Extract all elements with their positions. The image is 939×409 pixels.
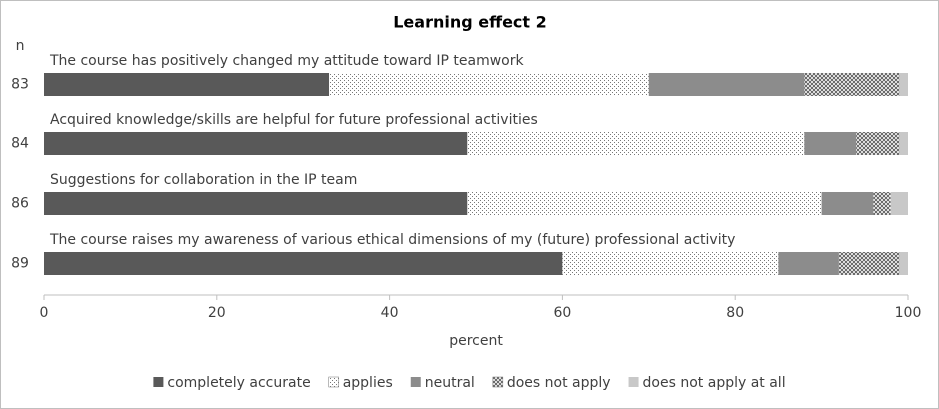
bar-segment <box>467 192 822 215</box>
legend-swatch <box>628 377 639 387</box>
bar-segment <box>648 73 805 96</box>
bar-segment <box>329 73 649 96</box>
bar-segment <box>804 132 857 155</box>
x-tick-label: 20 <box>208 305 226 321</box>
x-tick-label: 60 <box>553 305 571 321</box>
bar-segment <box>804 73 900 96</box>
x-tick-label: 100 <box>895 305 922 321</box>
legend-label: does not apply at all <box>643 375 786 391</box>
bar-segment <box>44 132 468 155</box>
row-label: 83 <box>11 77 29 93</box>
bar-segment <box>562 252 779 275</box>
legend-swatch <box>153 377 164 387</box>
bar-segment <box>44 73 330 96</box>
legend-swatch <box>410 377 421 387</box>
bar-segment <box>856 132 900 155</box>
category-label: The course raises my awareness of variou… <box>49 232 735 248</box>
chart-title: Learning effect 2 <box>393 13 547 32</box>
bar-segment <box>44 192 468 215</box>
x-tick-label: 80 <box>726 305 744 321</box>
bar-segment <box>44 252 563 275</box>
x-tick-label: 40 <box>381 305 399 321</box>
row-label: 86 <box>11 196 29 212</box>
bar-segment <box>899 132 908 155</box>
legend-label: applies <box>343 375 393 391</box>
category-label: Acquired knowledge/skills are helpful fo… <box>50 112 538 128</box>
bar-segment <box>838 252 900 275</box>
legend-swatch <box>328 376 339 388</box>
bar-segment <box>899 73 908 96</box>
bar-segment <box>467 132 805 155</box>
legend-label: completely accurate <box>167 375 310 391</box>
row-label-title: n <box>16 38 25 54</box>
legend-label: does not apply <box>507 375 611 391</box>
bar-segment <box>778 252 839 275</box>
x-tick-label: 0 <box>40 305 49 321</box>
bar-segment <box>890 192 908 215</box>
row-label: 89 <box>11 256 29 272</box>
category-label: The course has positively changed my att… <box>49 53 525 69</box>
bar-segment <box>873 192 891 215</box>
legend-swatch <box>492 376 504 388</box>
bar-segment <box>821 192 874 215</box>
legend-label: neutral <box>425 375 475 391</box>
bar-segment <box>899 252 908 275</box>
category-label: Suggestions for collaboration in the IP … <box>50 172 357 188</box>
x-axis-label: percent <box>449 333 503 349</box>
row-label: 84 <box>11 136 29 152</box>
